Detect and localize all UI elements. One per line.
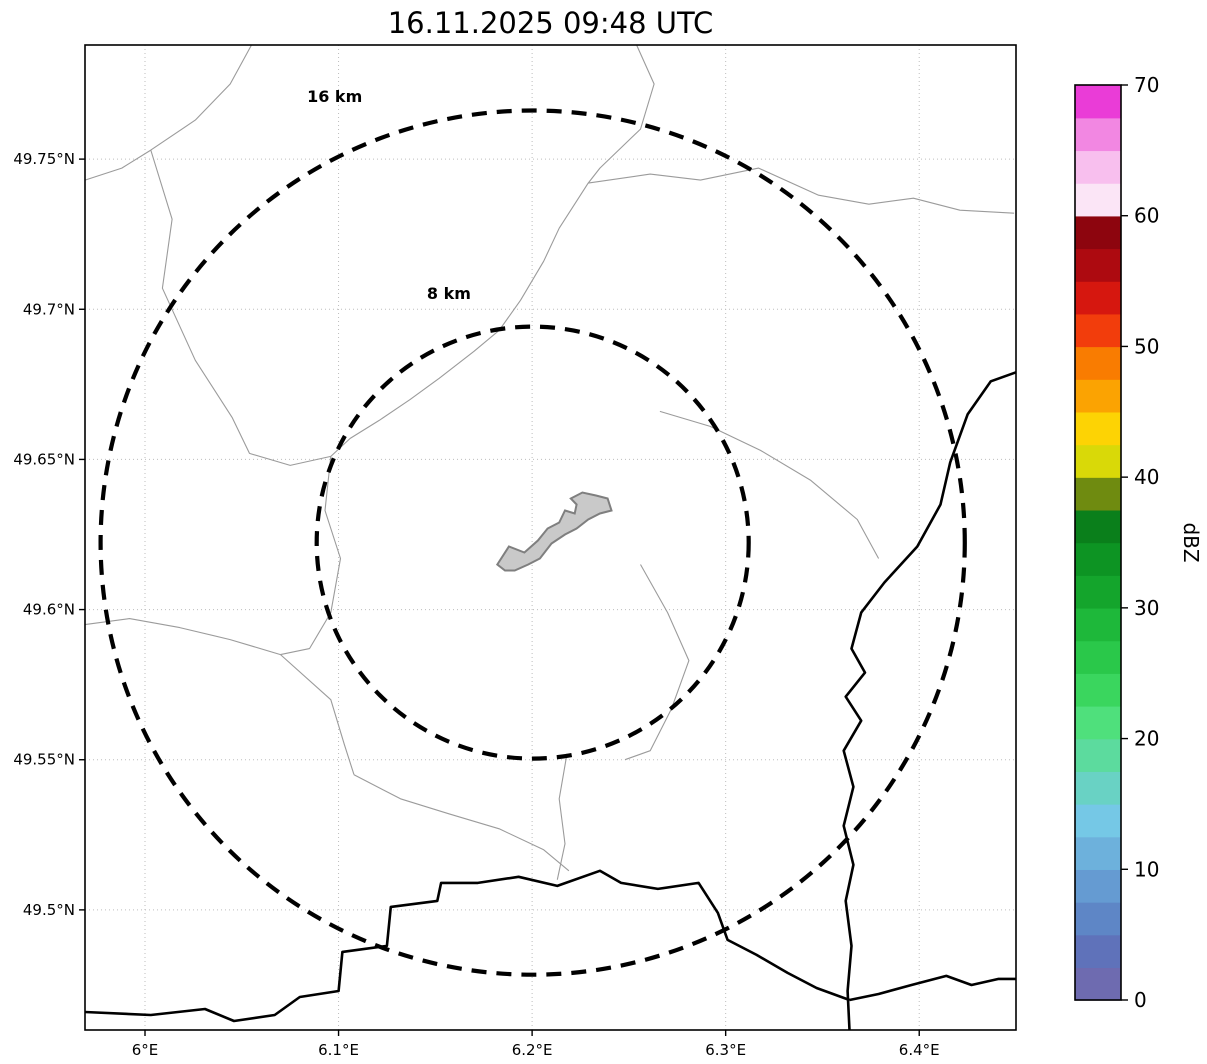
- city-area-polygon: [495, 491, 613, 572]
- colorbar-swatch: [1075, 281, 1121, 315]
- y-tick-label: 49.65°N: [13, 450, 75, 468]
- y-tick-label: 49.55°N: [13, 751, 75, 769]
- admin-border-line: [330, 44, 655, 457]
- colorbar-swatch: [1075, 85, 1121, 119]
- colorbar-swatch: [1075, 836, 1121, 870]
- country-border-line: [849, 974, 1016, 1002]
- colorbar-swatch: [1075, 640, 1121, 674]
- colorbar-swatch: [1075, 803, 1121, 838]
- colorbar-swatch: [1075, 215, 1121, 250]
- colorbar-swatch: [1075, 150, 1121, 184]
- colorbar-swatch: [1075, 869, 1121, 903]
- y-tick-label: 49.7°N: [23, 300, 75, 318]
- admin-border-line: [84, 44, 252, 181]
- plot-title: 16.11.2025 09:48 UTC: [387, 6, 714, 40]
- colorbar-swatch: [1075, 934, 1121, 969]
- admin-border-line: [84, 618, 355, 775]
- admin-border-line: [280, 456, 342, 656]
- colorbar-swatch: [1075, 313, 1121, 348]
- x-tick-label: 6°E: [132, 1041, 159, 1059]
- admin-border-line: [588, 167, 1015, 214]
- colorbar-swatch: [1075, 379, 1121, 413]
- colorbar-tick-label: 0: [1134, 988, 1147, 1012]
- colorbar-swatch: [1075, 607, 1121, 642]
- colorbar-swatch: [1075, 542, 1121, 576]
- colorbar-tick-label: 50: [1134, 334, 1159, 358]
- x-tick-label: 6.4°E: [899, 1041, 940, 1059]
- colorbar-swatch: [1075, 477, 1121, 511]
- admin-border-line: [659, 410, 880, 559]
- colorbar-swatch: [1075, 967, 1121, 1001]
- colorbar-tick-label: 70: [1134, 73, 1159, 97]
- colorbar-swatch: [1075, 705, 1121, 740]
- y-tick-label: 49.5°N: [23, 901, 75, 919]
- colorbar-tick-label: 20: [1134, 727, 1159, 751]
- colorbar-tick-label: 30: [1134, 596, 1159, 620]
- country-border-line: [842, 371, 1017, 1031]
- x-tick-label: 6.1°E: [318, 1041, 359, 1059]
- y-tick-label: 49.75°N: [13, 150, 75, 168]
- colorbar-frame: [1074, 84, 1122, 1001]
- colorbar-axis-label: dBZ: [1179, 522, 1203, 562]
- colorbar-swatch: [1075, 738, 1121, 772]
- colorbar-swatch: [1075, 575, 1121, 609]
- range-ring-label: 16 km: [307, 87, 362, 106]
- range-ring-circle: [314, 324, 751, 761]
- colorbar-swatch: [1075, 444, 1121, 478]
- plot-frame: [84, 44, 1017, 1031]
- y-tick-label: 49.6°N: [23, 601, 75, 619]
- colorbar-tick-label: 60: [1134, 204, 1159, 228]
- colorbar-swatch: [1075, 901, 1121, 936]
- colorbar-swatch: [1075, 248, 1121, 282]
- range-ring-circle: [98, 108, 967, 977]
- colorbar-swatch: [1075, 771, 1121, 805]
- colorbar-tick-label: 10: [1134, 857, 1159, 881]
- colorbar-swatch: [1075, 346, 1121, 380]
- range-ring-label: 8 km: [427, 284, 471, 303]
- colorbar-swatch: [1075, 117, 1121, 152]
- colorbar-swatch: [1075, 183, 1121, 217]
- admin-border-line: [150, 149, 331, 466]
- x-tick-label: 6.2°E: [512, 1041, 553, 1059]
- colorbar-tick-label: 40: [1134, 465, 1159, 489]
- colorbar-swatch: [1075, 509, 1121, 544]
- x-tick-label: 6.3°E: [705, 1041, 746, 1059]
- colorbar-swatch: [1075, 673, 1121, 707]
- colorbar-swatch: [1075, 411, 1121, 446]
- admin-border-line: [556, 753, 568, 880]
- admin-border-line: [353, 774, 570, 872]
- country-border-line: [84, 869, 850, 1023]
- admin-border-line: [624, 564, 690, 761]
